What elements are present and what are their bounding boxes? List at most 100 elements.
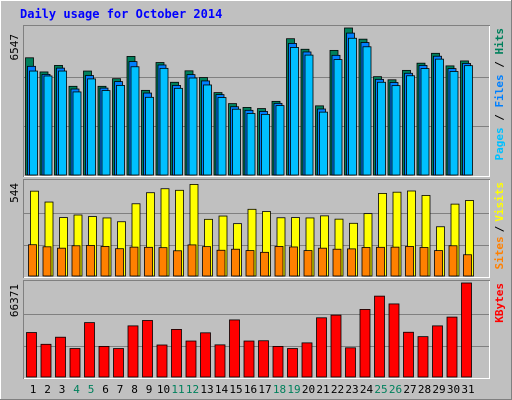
x-tick-label: 20	[302, 383, 315, 396]
x-tick-label: 13	[200, 383, 213, 396]
sites-bar	[187, 244, 197, 277]
sites-bar	[390, 246, 400, 277]
sites-bar	[463, 254, 472, 277]
x-tick-label: 1	[30, 383, 37, 396]
sites-bar	[86, 245, 95, 277]
kbytes-bar	[272, 346, 284, 378]
x-tick-label: 7	[117, 383, 124, 396]
kbytes-bar	[40, 343, 52, 378]
sites-bar	[129, 246, 139, 277]
pages-bar	[174, 87, 183, 176]
legend-sep-1: /	[493, 108, 506, 128]
pages-bar	[203, 84, 212, 176]
x-tick-label: 19	[287, 383, 300, 396]
legend-sep-2: /	[493, 55, 506, 75]
pages-bar	[377, 81, 386, 176]
pages-bar	[29, 70, 38, 176]
kbytes-bar	[243, 340, 255, 378]
sites-bar	[332, 248, 342, 277]
pages-bar	[58, 70, 67, 176]
pages-bar	[406, 75, 415, 176]
pages-bar	[87, 78, 96, 176]
sites-bar	[115, 248, 124, 277]
sites-bar	[274, 246, 284, 277]
x-tick-label: 23	[345, 383, 358, 396]
x-tick-label: 12	[186, 383, 199, 396]
pages-bar	[217, 97, 227, 176]
sites-bar	[448, 245, 458, 277]
x-tick-label: 14	[215, 383, 229, 396]
sites-bar	[42, 246, 52, 277]
kbytes-bar	[461, 282, 472, 378]
y-max-label-hits: 6547	[8, 34, 21, 61]
pages-bar	[159, 67, 169, 176]
pages-bar	[362, 46, 372, 176]
sites-bar	[303, 250, 313, 277]
x-tick-label: 31	[461, 383, 474, 396]
pages-bar	[333, 59, 343, 176]
x-tick-label: 22	[331, 383, 344, 396]
sites-bar	[202, 246, 211, 277]
x-tick-label: 3	[59, 383, 66, 396]
sites-bar	[231, 248, 240, 277]
pages-bar	[101, 90, 111, 176]
pages-bar	[319, 111, 328, 176]
kbytes-bar	[258, 340, 269, 378]
legend-visits: Visits	[493, 182, 506, 222]
sites-bar	[260, 251, 269, 277]
x-tick-label: 29	[432, 383, 445, 396]
kbytes-bar	[98, 346, 110, 378]
kbytes-bar	[185, 340, 197, 378]
kbytes-bar	[55, 336, 66, 378]
pages-bar	[420, 68, 430, 176]
sites-bar	[158, 247, 168, 277]
sites-bar	[28, 244, 37, 277]
legend-sep-3: /	[493, 225, 506, 232]
pages-bar	[275, 105, 285, 176]
sites-bar	[144, 246, 153, 277]
x-tick-label: 28	[418, 383, 431, 396]
chart-title: Daily usage for October 2014	[20, 7, 222, 21]
x-tick-label: 4	[73, 383, 80, 396]
legend-sites: Sites	[493, 236, 506, 269]
legend-hits: Hits	[493, 28, 506, 55]
x-tick-label: 21	[316, 383, 329, 396]
legend-files: Files	[493, 74, 506, 107]
kbytes-bar	[432, 325, 443, 378]
x-tick-label: 8	[131, 383, 138, 396]
x-tick-label: 26	[389, 383, 402, 396]
pages-bar	[232, 108, 241, 176]
sites-bar	[245, 250, 255, 277]
sites-bar	[419, 247, 429, 277]
x-tick-label: 16	[244, 383, 257, 396]
pages-bar	[449, 71, 459, 176]
sites-bar	[173, 250, 182, 277]
y-max-label-visits: 544	[8, 183, 21, 203]
kbytes-bar	[359, 309, 371, 378]
x-tick-label: 25	[374, 383, 387, 396]
pages-bar	[464, 65, 473, 176]
kbytes-bar	[417, 336, 429, 378]
sites-bar	[318, 247, 327, 277]
x-tick-label: 17	[258, 383, 271, 396]
sites-bar	[216, 249, 226, 277]
kbytes-bar	[388, 303, 400, 378]
x-axis-labels: 1 2 3 4 5 6 7 8 9 10 11 12 13 14 15 16 17 18 19 20 21 22 23 24 2…	[30, 383, 475, 396]
x-tick-label: 6	[102, 383, 109, 396]
x-tick-label: 18	[273, 383, 286, 396]
kbytes-bar	[403, 331, 414, 378]
kbytes-bar	[171, 329, 182, 378]
sites-bar	[347, 248, 356, 277]
sites-bar	[405, 246, 414, 277]
pages-bar	[188, 77, 198, 176]
pages-bar	[72, 91, 82, 176]
kbytes-bar	[316, 317, 327, 378]
sites-bar	[361, 247, 371, 277]
kbytes-bar	[229, 319, 240, 378]
x-tick-label: 2	[44, 383, 51, 396]
x-tick-label: 9	[146, 383, 153, 396]
x-tick-label: 5	[88, 383, 95, 396]
kbytes-bar	[374, 295, 385, 378]
kbytes-bar	[113, 348, 124, 378]
